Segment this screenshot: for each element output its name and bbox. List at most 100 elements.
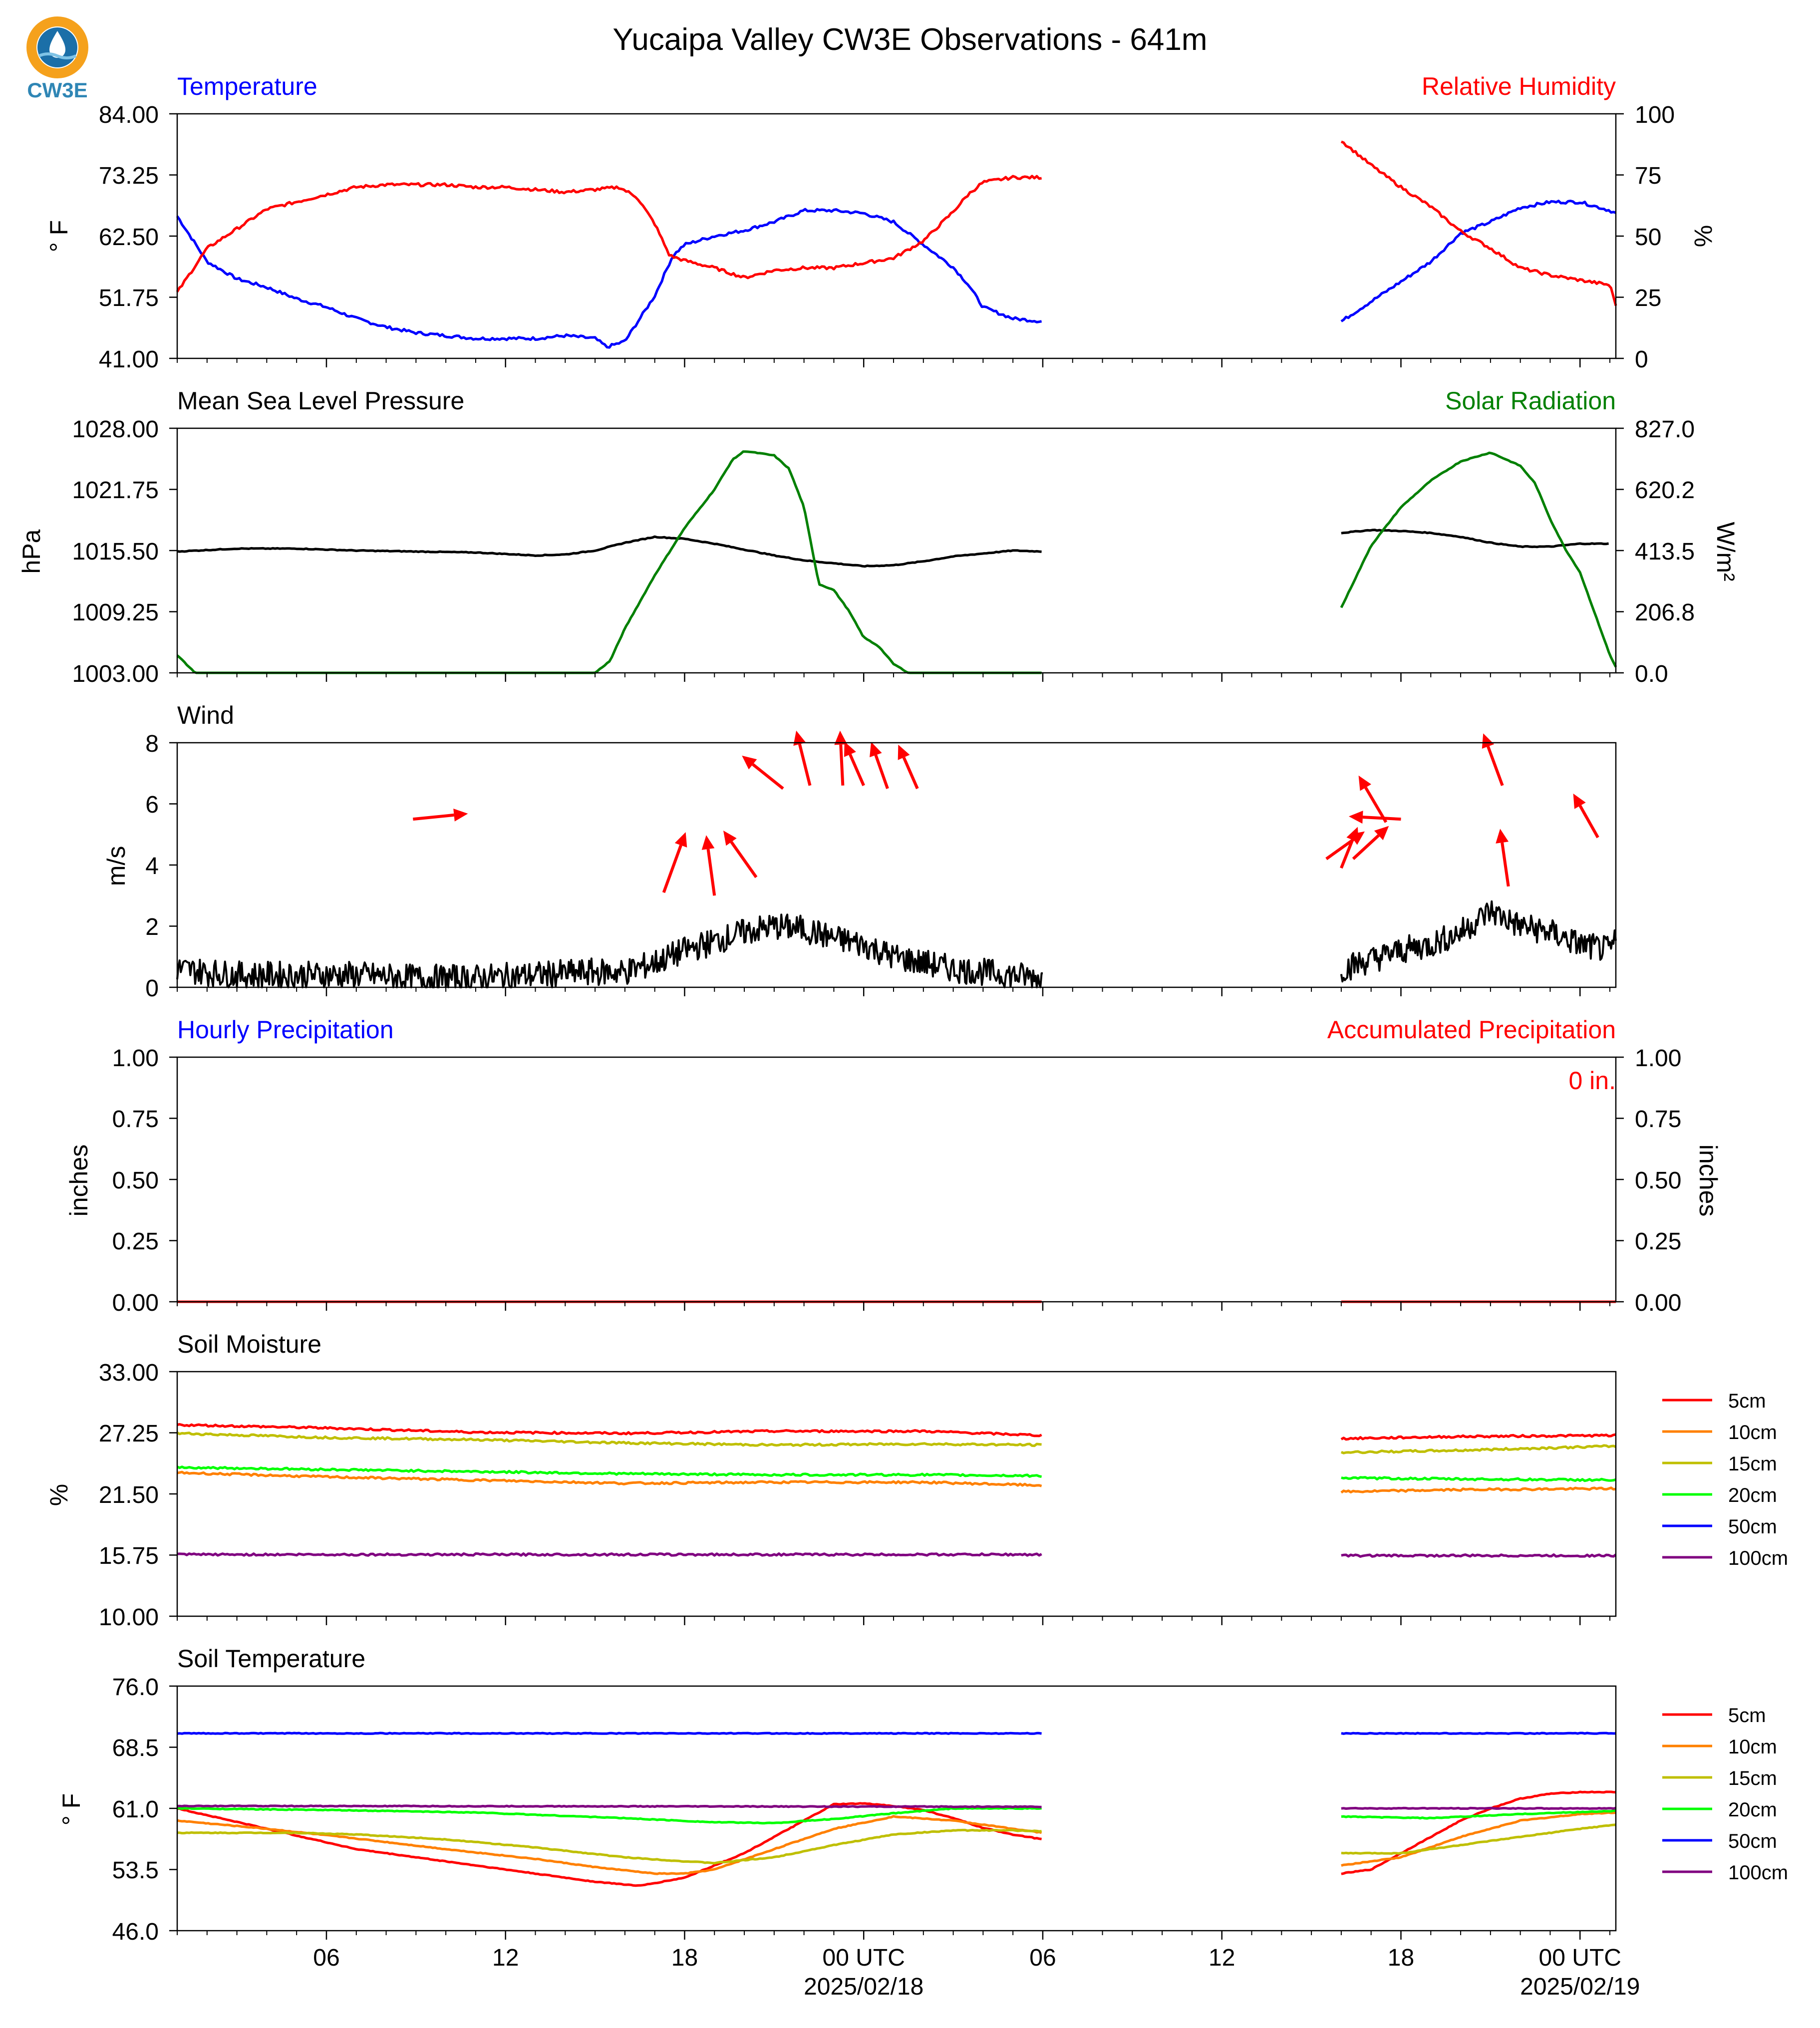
soilt-tick-label: 46.0 <box>112 1919 159 1945</box>
series-line-wind-speed-0 <box>176 913 1043 988</box>
wind-y-ticks: 8 6 4 2 0 <box>145 731 177 1002</box>
wind-arrow-head <box>1374 826 1389 841</box>
precip-plot-frame <box>176 1056 1617 1303</box>
legend-label: 50cm <box>1728 1516 1777 1538</box>
series-line-15cm-1 <box>1341 1823 1616 1855</box>
wind-arrow-shaft <box>1578 805 1599 839</box>
wind-arrow <box>793 730 812 786</box>
wind-panel: Wind m/s 8 6 4 2 0 <box>102 701 1617 1002</box>
series-line-relative-humidity-1 <box>1340 140 1617 306</box>
soilt-tick-label: 61.0 <box>112 1796 159 1823</box>
wind-arrow <box>701 835 716 896</box>
wind-arrow-head <box>844 741 856 757</box>
soil-temperature-series-lines <box>177 1732 1616 1887</box>
soilm-tick-label: 15.75 <box>99 1543 159 1569</box>
solar-tick-label: 827.0 <box>1635 416 1695 443</box>
x-date-label: 2025/02/19 <box>1520 1974 1640 2000</box>
accum-precip-value: 0 in. <box>1568 1067 1616 1095</box>
wind-arrow-head <box>834 730 848 745</box>
pres-tick-label: 1028.00 <box>72 416 159 443</box>
wind-tick-label: 0 <box>145 975 159 1002</box>
temp-tick-label: 41.00 <box>99 346 159 373</box>
soilm-tick-label: 27.25 <box>99 1421 159 1447</box>
series-line-20cm-0 <box>177 1806 1042 1825</box>
legend-label: 15cm <box>1728 1767 1777 1789</box>
series-line-20cm-0 <box>177 1465 1042 1478</box>
x-tick-label: 06 <box>1029 1945 1056 1971</box>
wind-arrow-shaft <box>730 841 758 878</box>
soil-moisture-series-lines <box>176 1423 1617 1558</box>
accum-tick-label: 0.75 <box>1635 1106 1681 1133</box>
x-tick-label: 00 UTC <box>823 1945 905 1971</box>
wind-arrow-head <box>723 831 737 846</box>
x-date-label: 2025/02/18 <box>804 1974 923 2000</box>
legend-label: 20cm <box>1728 1799 1777 1821</box>
wind-arrow <box>1349 811 1401 824</box>
wind-arrow <box>1573 793 1599 839</box>
temp-tick-label: 73.25 <box>99 163 159 189</box>
solar-tick-label: 413.5 <box>1635 539 1695 565</box>
soil-temperature-legend: 5cm 10cm 15cm 20cm 50cm 100cm <box>1662 1705 1788 1884</box>
series-line-15cm-0 <box>176 1431 1042 1448</box>
wind-tick-label: 6 <box>145 792 159 818</box>
accum-tick-label: 0.00 <box>1635 1290 1681 1316</box>
wind-arrow <box>1358 775 1388 823</box>
soil-moisture-panel: Soil Moisture % 33.00 27.25 21.50 15.75 … <box>45 1330 1788 1631</box>
wind-arrow-shaft <box>413 813 454 821</box>
temp-tick-label: 62.50 <box>99 224 159 251</box>
pres-tick-label: 1015.50 <box>72 539 159 565</box>
series-line-15cm-1 <box>1340 1444 1616 1454</box>
soilt-tick-label: 68.5 <box>112 1735 159 1761</box>
wind-arrow-head <box>1358 775 1371 791</box>
cw3e-logo: CW3E <box>26 16 88 102</box>
wind-arrow <box>870 742 889 789</box>
series-line-5cm-0 <box>177 1802 1042 1887</box>
x-tick-label: 18 <box>1388 1945 1414 1971</box>
soilm-tick-label: 10.00 <box>99 1604 159 1631</box>
rh-tick-label: 75 <box>1635 163 1661 189</box>
wind-arrow <box>662 832 687 893</box>
x-tick-label: 12 <box>492 1945 519 1971</box>
soil-temperature-title: Soil Temperature <box>177 1645 365 1673</box>
soil-moisture-title: Soil Moisture <box>177 1330 321 1358</box>
wind-arrow-head <box>793 730 806 746</box>
series-line-100cm-1 <box>1341 1553 1617 1558</box>
wind-arrow-shaft <box>849 754 865 786</box>
rh-tick-label: 100 <box>1635 102 1675 128</box>
wind-arrow <box>413 809 468 822</box>
humidity-unit-label: % <box>1689 225 1717 247</box>
wind-arrow-shaft <box>874 754 889 789</box>
soil-moisture-y-ticks: 33.00 27.25 21.50 15.75 10.00 <box>99 1360 177 1631</box>
accum-tick-label: 1.00 <box>1635 1045 1681 1072</box>
soil-moisture-legend: 5cm 10cm 15cm 20cm 50cm 100cm <box>1662 1390 1788 1569</box>
soilt-tick-label: 53.5 <box>112 1857 159 1884</box>
wind-arrow-shaft <box>1325 838 1354 861</box>
wind-arrow <box>1482 733 1504 786</box>
soil-temperature-unit-label: ° F <box>57 1793 85 1825</box>
rh-tick-label: 25 <box>1635 285 1661 311</box>
logo-ring <box>26 16 88 78</box>
solar-unit-label: W/m² <box>1712 522 1740 581</box>
wind-arrow-shaft <box>706 849 716 896</box>
legend-label: 100cm <box>1728 1862 1788 1884</box>
solar-tick-label: 620.2 <box>1635 477 1695 504</box>
series-line-5cm-1 <box>1341 1790 1616 1875</box>
series-line-relative-humidity-0 <box>176 175 1042 292</box>
soilm-tick-label: 21.50 <box>99 1482 159 1508</box>
wind-arrow <box>1352 826 1389 860</box>
wind-arrow-head <box>1573 793 1586 809</box>
wind-arrow-head <box>1346 827 1359 843</box>
pressure-y-ticks: 1028.00 1021.75 1015.50 1009.25 1003.00 … <box>72 416 1695 687</box>
temp-tick-label: 51.75 <box>99 285 159 311</box>
pres-tick-label: 1021.75 <box>72 477 159 504</box>
series-line-50cm-0 <box>177 1732 1042 1735</box>
precip-tick-label: 0.00 <box>112 1290 159 1316</box>
series-line-10cm-0 <box>177 1815 1042 1875</box>
soilm-tick-label: 33.00 <box>99 1360 159 1386</box>
series-line-100cm-0 <box>177 1552 1042 1557</box>
precip-unit-label-left: inches <box>65 1145 93 1217</box>
wind-arrow-head <box>1496 829 1509 844</box>
legend-label: 15cm <box>1728 1453 1777 1475</box>
water-drop-icon <box>49 31 65 58</box>
